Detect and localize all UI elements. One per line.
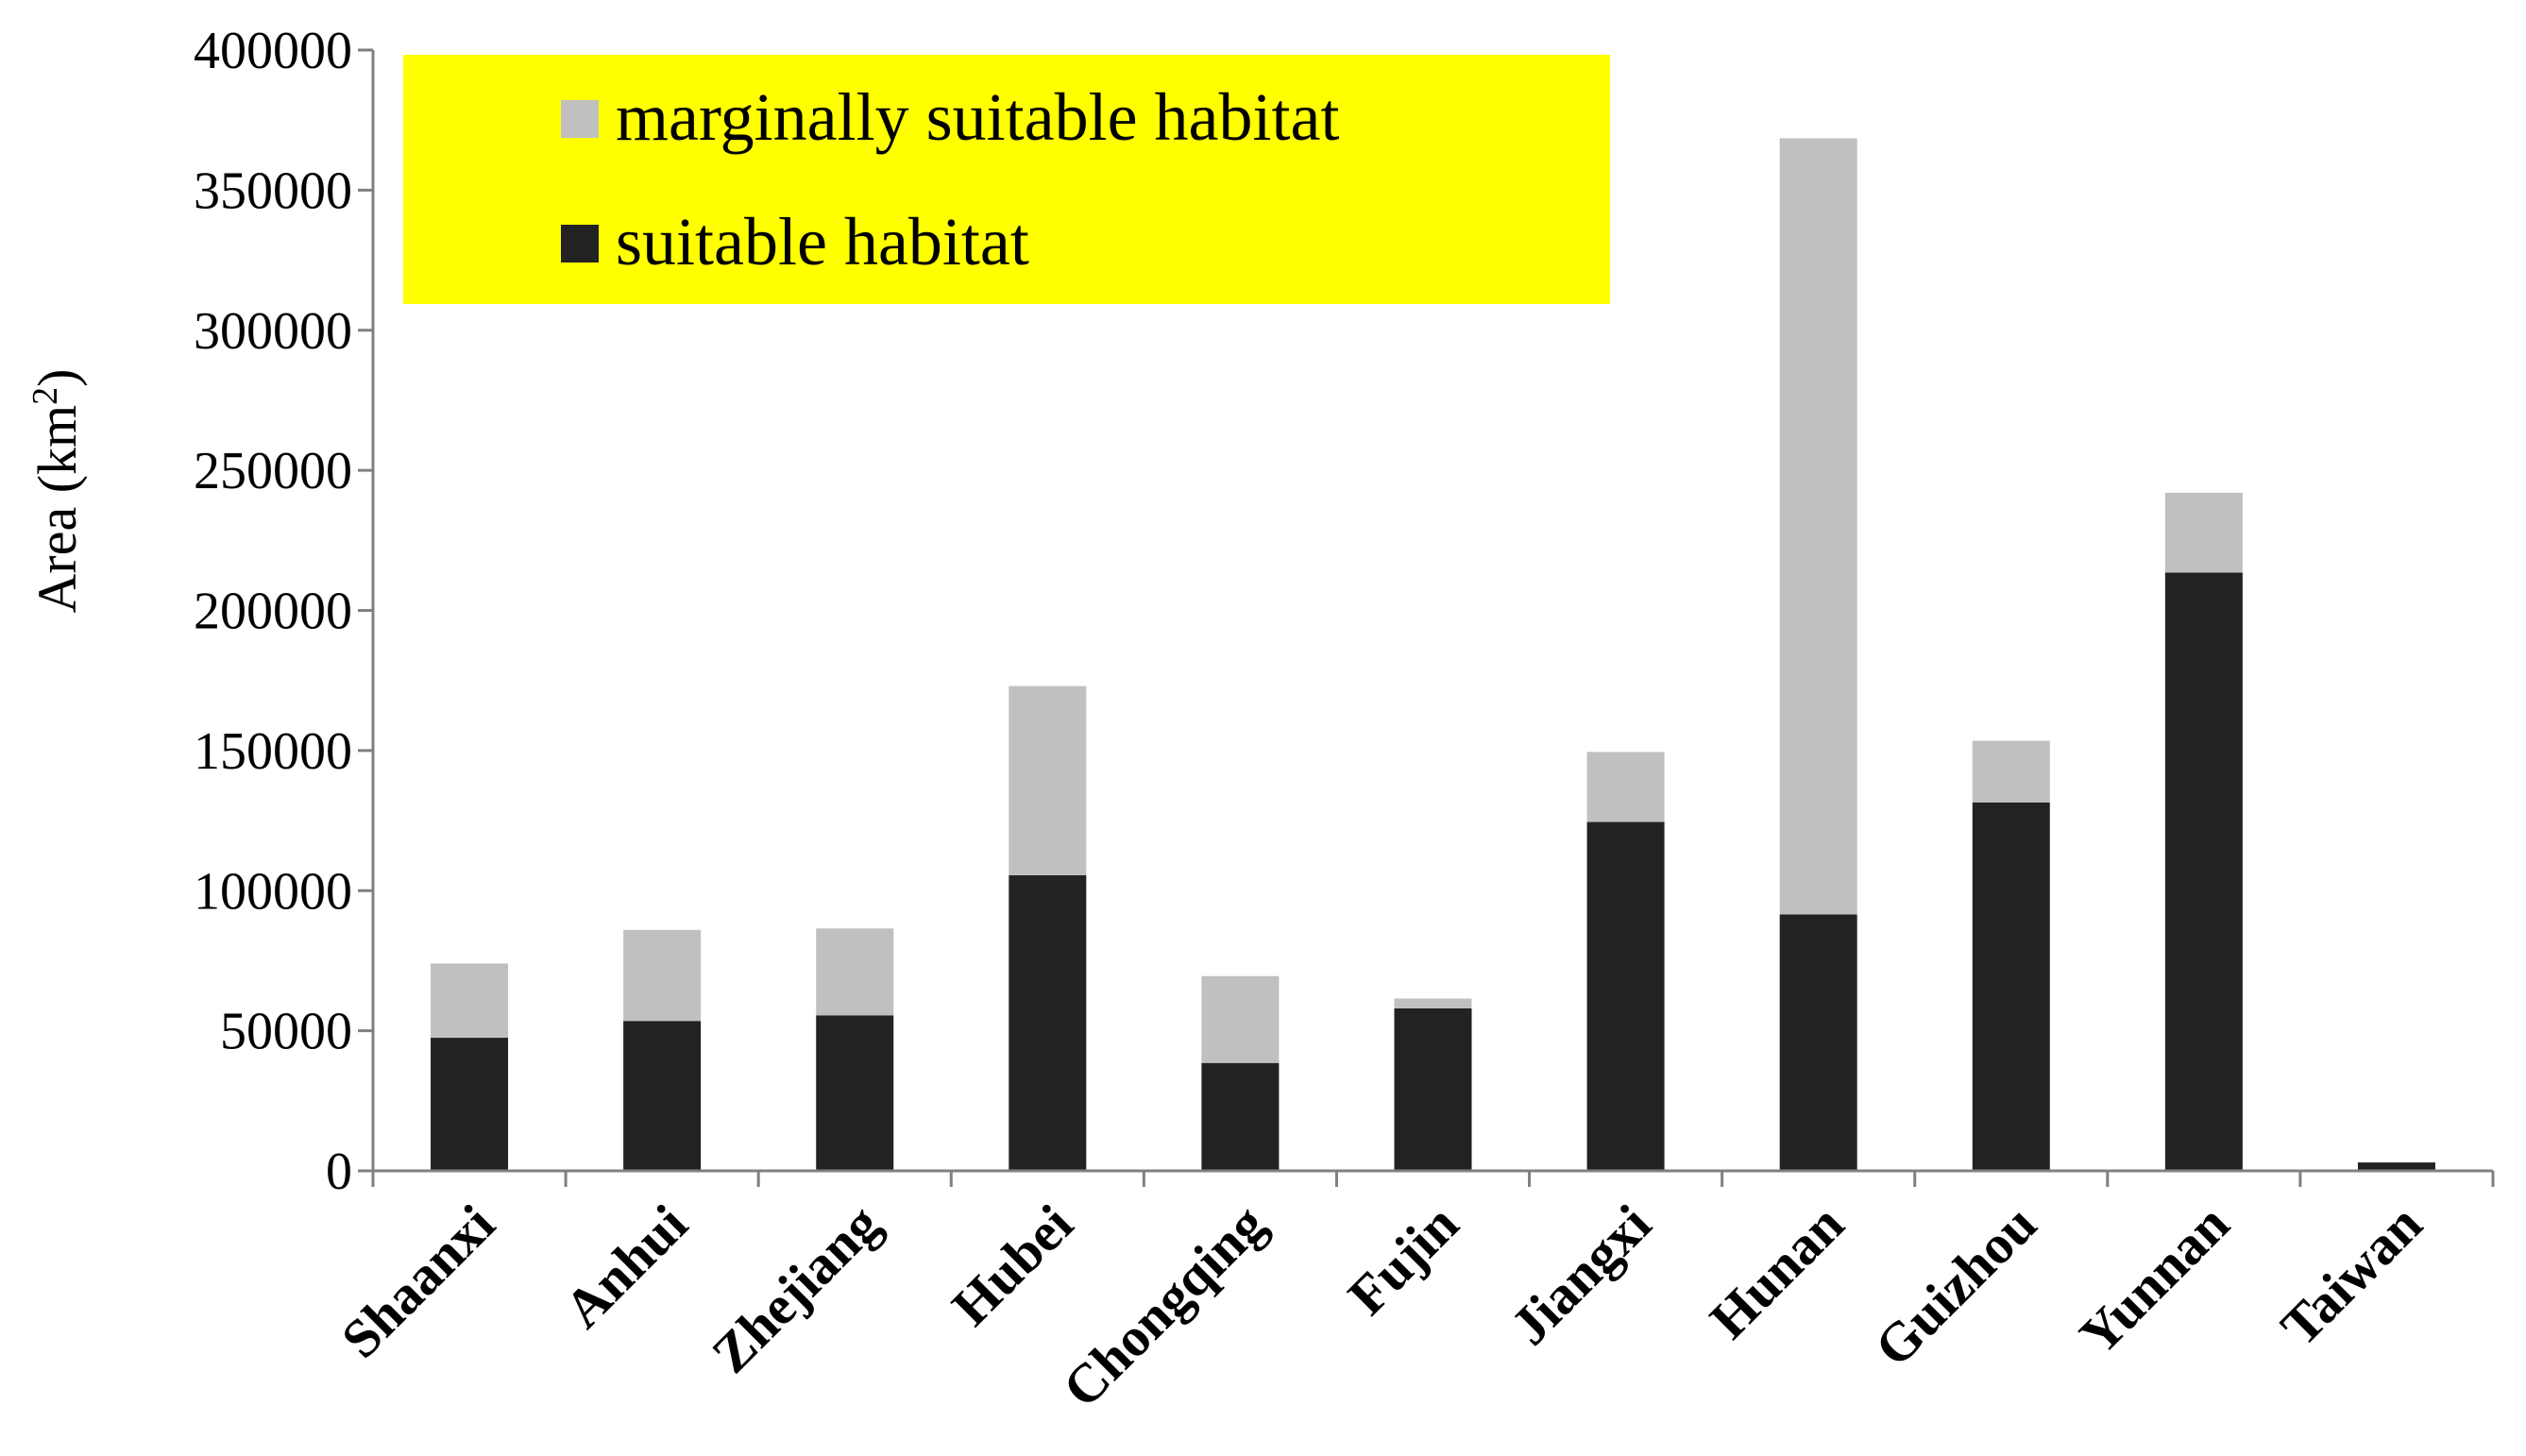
x-tick-label-zhejiang: Zhejiang xyxy=(700,1193,891,1384)
bar-suitable-hunan xyxy=(1779,914,1857,1171)
bar-marginal-hunan xyxy=(1779,138,1857,915)
bar-suitable-jiangxi xyxy=(1586,821,1665,1171)
y-tick-label: 100000 xyxy=(194,862,352,921)
bar-marginal-yunnan xyxy=(2164,492,2243,573)
x-tick-label-guizhou: Guizhou xyxy=(1863,1193,2048,1378)
bars-layer xyxy=(431,138,2435,1171)
x-tick-label-chongqing: Chongqing xyxy=(1051,1193,1278,1419)
y-tick-label: 150000 xyxy=(194,722,352,781)
y-axis-title-superscript: 2 xyxy=(25,387,65,405)
x-tick-label-hubei: Hubei xyxy=(940,1193,1084,1337)
y-tick-label: 300000 xyxy=(194,302,352,361)
y-tick-label: 350000 xyxy=(194,161,352,220)
bar-suitable-hubei xyxy=(1009,874,1087,1171)
legend-swatch-marginal xyxy=(561,100,599,138)
legend-label-marginal: marginally suitable habitat xyxy=(616,79,1339,155)
legend-label-suitable: suitable habitat xyxy=(616,204,1029,279)
x-tick-label-yunnan: Yunnan xyxy=(2067,1193,2241,1366)
bar-suitable-chongqing xyxy=(1201,1062,1280,1171)
bar-suitable-taiwan xyxy=(2357,1162,2435,1171)
bar-marginal-anhui xyxy=(623,929,702,1022)
x-tick-label-shaanxi: Shaanxi xyxy=(330,1193,506,1369)
x-tick-label-hunan: Hunan xyxy=(1698,1193,1856,1350)
bar-suitable-guizhou xyxy=(1972,802,2050,1171)
x-tick-label-anhui: Anhui xyxy=(552,1193,699,1339)
bar-suitable-anhui xyxy=(623,1021,702,1171)
legend-swatch-suitable xyxy=(561,225,599,262)
y-tick-label: 200000 xyxy=(194,583,352,641)
y-axis-title: Area (km2) xyxy=(25,369,88,614)
bar-marginal-chongqing xyxy=(1201,975,1280,1063)
x-tick-label-taiwan: Taiwan xyxy=(2269,1193,2433,1357)
x-tick-label-jiangxi: Jiangxi xyxy=(1499,1193,1663,1357)
bar-marginal-fujin xyxy=(1394,998,1472,1008)
bar-suitable-fujin xyxy=(1394,1007,1472,1171)
bar-marginal-guizhou xyxy=(1972,740,2050,803)
y-tick-label: 400000 xyxy=(194,22,352,80)
x-tick-label-fujin: Fujin xyxy=(1336,1193,1470,1327)
y-tick-label: 250000 xyxy=(194,442,352,500)
bar-suitable-zhejiang xyxy=(816,1015,894,1171)
bar-suitable-yunnan xyxy=(2164,572,2243,1171)
bar-marginal-shaanxi xyxy=(431,963,509,1039)
legend: marginally suitable habitat suitable hab… xyxy=(403,55,1610,304)
bar-marginal-zhejiang xyxy=(816,928,894,1016)
bar-suitable-shaanxi xyxy=(431,1038,509,1171)
y-tick-label: 0 xyxy=(326,1143,352,1201)
bar-marginal-jiangxi xyxy=(1586,752,1665,822)
legend-background xyxy=(403,55,1610,304)
y-tick-label: 50000 xyxy=(220,1003,352,1061)
bar-marginal-hubei xyxy=(1009,686,1087,875)
